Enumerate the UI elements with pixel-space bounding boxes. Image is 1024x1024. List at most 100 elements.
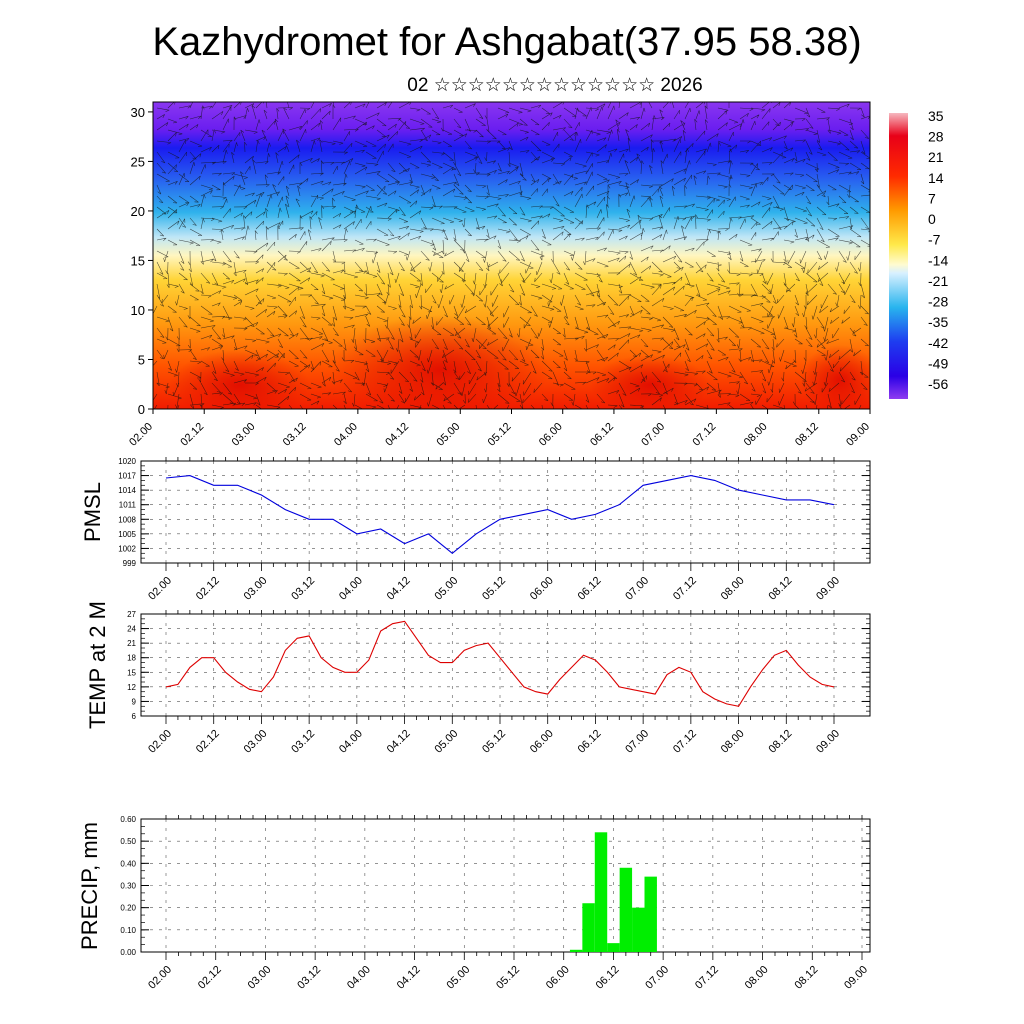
x-tick-label: 09.00 bbox=[814, 575, 842, 603]
x-tick-label: 03.00 bbox=[242, 575, 270, 603]
y-tick-label: 1014 bbox=[118, 486, 136, 495]
y-tick-label: 15 bbox=[127, 668, 136, 677]
x-tick-label: 04.12 bbox=[395, 964, 423, 992]
x-tick-label: 07.00 bbox=[623, 728, 651, 756]
colorbar-label: -28 bbox=[928, 294, 948, 310]
x-tick-label: 08.12 bbox=[793, 421, 821, 449]
precip-frame bbox=[140, 818, 871, 953]
y-tick-label: 10 bbox=[131, 303, 145, 318]
x-tick-label: 08.00 bbox=[719, 728, 747, 756]
y-tick-label: 999 bbox=[123, 559, 137, 568]
y-tick-label: 1002 bbox=[118, 544, 136, 553]
colorbar-label: -7 bbox=[928, 232, 941, 248]
wind-vector-lines bbox=[153, 102, 870, 409]
y-tick-label: 24 bbox=[127, 625, 136, 634]
x-tick-label: 02.12 bbox=[194, 728, 222, 756]
x-tick-label: 08.12 bbox=[766, 575, 794, 603]
x-tick-label: 07.00 bbox=[639, 421, 667, 449]
x-tick-label: 06.00 bbox=[544, 964, 572, 992]
y-tick-label: 0.10 bbox=[120, 926, 136, 935]
precip-bar bbox=[644, 876, 657, 952]
y-tick-label: 1005 bbox=[118, 530, 136, 539]
colorbar-strip bbox=[889, 113, 908, 399]
x-tick-label: 04.12 bbox=[385, 728, 413, 756]
colorbar-label: -35 bbox=[928, 314, 948, 330]
y-tick-label: 0.40 bbox=[120, 859, 136, 868]
x-tick-label: 02.00 bbox=[127, 421, 155, 449]
colorbar-label: -14 bbox=[928, 252, 948, 268]
colorbar-label: 35 bbox=[928, 108, 944, 124]
colorbar-label: 28 bbox=[928, 129, 944, 145]
y-tick-label: 0.20 bbox=[120, 904, 136, 913]
x-tick-label: 03.00 bbox=[242, 728, 270, 756]
x-tick-label: 08.00 bbox=[743, 964, 771, 992]
precip-bar bbox=[582, 903, 595, 952]
colorbar: 35 28 21 14 7 0 -7 -14 -21 -28 -35 -42 -49 -56 bbox=[889, 108, 948, 399]
x-tick-label: 05.00 bbox=[432, 575, 460, 603]
x-tick-label: 04.00 bbox=[345, 964, 373, 992]
x-tick-label: 05.12 bbox=[480, 728, 508, 756]
pmsl-series-line bbox=[165, 475, 835, 555]
pmsl-ylabel: PMSL bbox=[80, 482, 105, 542]
y-tick-label: 1020 bbox=[118, 457, 136, 466]
y-tick-label: 5 bbox=[138, 352, 145, 367]
colorbar-label: -56 bbox=[928, 376, 948, 392]
x-tick-label: 05.12 bbox=[494, 964, 522, 992]
pmsl-frame bbox=[140, 460, 871, 564]
x-tick-label: 06.00 bbox=[528, 575, 556, 603]
x-tick-label: 02.12 bbox=[178, 421, 206, 449]
colorbar-label: 7 bbox=[928, 190, 936, 206]
cross-section-panel: 0 5 10 15 20 25 30 02.00 02.12 03.00 03.12 04.00 04… bbox=[127, 101, 872, 449]
x-tick-label: 04.00 bbox=[337, 728, 365, 756]
colorbar-label: -49 bbox=[928, 355, 948, 371]
colorbar-label: -42 bbox=[928, 335, 948, 351]
x-tick-label: 08.12 bbox=[792, 964, 820, 992]
y-tick-label: 6 bbox=[132, 712, 137, 721]
y-tick-label: 20 bbox=[131, 204, 145, 219]
wind-vectors bbox=[153, 102, 870, 409]
colorbar-label: -21 bbox=[928, 273, 948, 289]
colorbar-label: 14 bbox=[928, 170, 944, 186]
x-tick-label: 02.00 bbox=[146, 728, 174, 756]
x-tick-label: 08.12 bbox=[766, 728, 794, 756]
y-tick-label: 9 bbox=[132, 697, 137, 706]
pmsl-panel: 1020 1017 1014 1011 1008 1005 1002 999 02.00 02.1… bbox=[80, 457, 871, 603]
x-tick-label: 02.12 bbox=[196, 964, 224, 992]
x-tick-label: 06.12 bbox=[594, 964, 622, 992]
x-tick-label: 07.12 bbox=[693, 964, 721, 992]
x-tick-label: 06.00 bbox=[537, 421, 565, 449]
cross-section-y-axis: 0 5 10 15 20 25 30 bbox=[131, 105, 153, 417]
colorbar-label: 0 bbox=[928, 211, 936, 227]
y-tick-label: 1008 bbox=[118, 515, 136, 524]
y-tick-label: 0.60 bbox=[120, 815, 136, 824]
x-tick-label: 07.00 bbox=[623, 575, 651, 603]
colorbar-labels: 35 28 21 14 7 0 -7 -14 -21 -28 -35 -42 -49 -56 bbox=[928, 108, 948, 392]
colorbar-label: 21 bbox=[928, 149, 944, 165]
y-tick-label: 27 bbox=[127, 610, 136, 619]
x-tick-label: 04.00 bbox=[332, 421, 360, 449]
precip-bar bbox=[594, 832, 608, 952]
x-tick-label: 09.00 bbox=[844, 421, 872, 449]
precip-ylabel: PRECIP, mm bbox=[77, 822, 102, 950]
x-tick-label: 03.12 bbox=[289, 575, 317, 603]
x-tick-label: 06.12 bbox=[588, 421, 616, 449]
x-tick-label: 05.00 bbox=[432, 728, 460, 756]
y-tick-label: 1011 bbox=[119, 501, 137, 510]
temp-ylabel: TEMP at 2 M bbox=[85, 601, 110, 729]
x-tick-label: 09.00 bbox=[814, 728, 842, 756]
temp-panel: 27 24 21 18 15 12 9 6 02.00 02.12 03.00 03.12 04.00 0… bbox=[85, 601, 871, 756]
y-tick-label: 0.30 bbox=[120, 882, 136, 891]
x-tick-label: 03.12 bbox=[295, 964, 323, 992]
temp-frame bbox=[140, 613, 871, 717]
x-tick-label: 03.12 bbox=[281, 421, 309, 449]
x-tick-label: 02.00 bbox=[146, 964, 174, 992]
precip-bar bbox=[569, 949, 583, 952]
x-tick-label: 05.00 bbox=[434, 421, 462, 449]
x-tick-label: 08.00 bbox=[719, 575, 747, 603]
x-tick-label: 05.00 bbox=[444, 964, 472, 992]
x-tick-label: 04.12 bbox=[383, 421, 411, 449]
x-tick-label: 07.12 bbox=[691, 421, 719, 449]
precip-bar bbox=[607, 943, 620, 952]
y-tick-label: 12 bbox=[127, 683, 136, 692]
x-tick-label: 03.12 bbox=[289, 728, 317, 756]
